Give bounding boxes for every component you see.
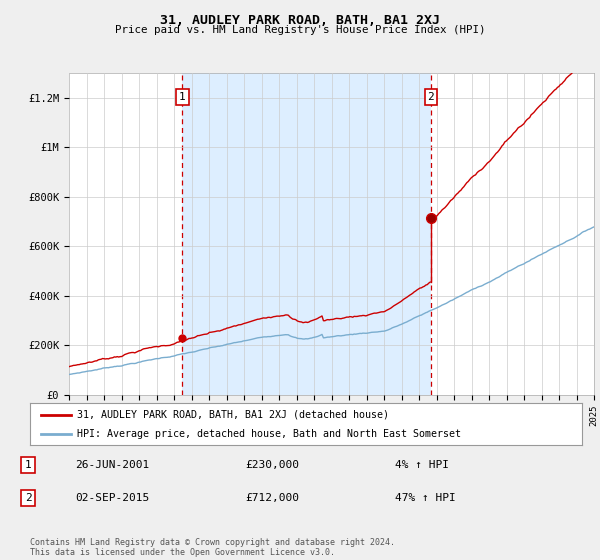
Text: 2: 2 bbox=[427, 92, 434, 102]
Text: 31, AUDLEY PARK ROAD, BATH, BA1 2XJ: 31, AUDLEY PARK ROAD, BATH, BA1 2XJ bbox=[160, 14, 440, 27]
Text: £230,000: £230,000 bbox=[245, 460, 299, 470]
Text: 26-JUN-2001: 26-JUN-2001 bbox=[75, 460, 149, 470]
Bar bbox=[182, 73, 431, 395]
Text: Contains HM Land Registry data © Crown copyright and database right 2024.
This d: Contains HM Land Registry data © Crown c… bbox=[30, 538, 395, 557]
Text: 1: 1 bbox=[179, 92, 186, 102]
Text: 02-SEP-2015: 02-SEP-2015 bbox=[75, 493, 149, 503]
Text: Price paid vs. HM Land Registry's House Price Index (HPI): Price paid vs. HM Land Registry's House … bbox=[115, 25, 485, 35]
Text: HPI: Average price, detached house, Bath and North East Somerset: HPI: Average price, detached house, Bath… bbox=[77, 429, 461, 439]
Text: 47% ↑ HPI: 47% ↑ HPI bbox=[395, 493, 456, 503]
Text: £712,000: £712,000 bbox=[245, 493, 299, 503]
Text: 4% ↑ HPI: 4% ↑ HPI bbox=[395, 460, 449, 470]
Text: 31, AUDLEY PARK ROAD, BATH, BA1 2XJ (detached house): 31, AUDLEY PARK ROAD, BATH, BA1 2XJ (det… bbox=[77, 409, 389, 419]
Text: 1: 1 bbox=[25, 460, 31, 470]
Text: 2: 2 bbox=[25, 493, 31, 503]
